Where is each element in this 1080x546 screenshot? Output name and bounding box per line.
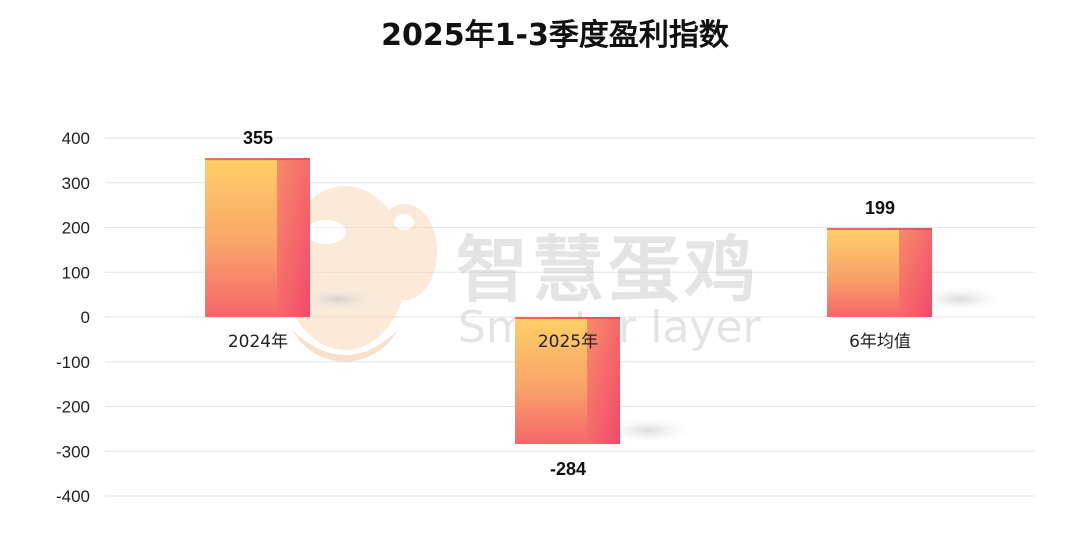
data-label: -284: [550, 459, 586, 479]
bar-side-face: [899, 227, 932, 317]
bar-shadow: [290, 285, 386, 313]
data-labels: 355 -284 199: [243, 128, 895, 479]
y-tick-label: -400: [56, 487, 90, 506]
x-category-label: 6年均值: [849, 332, 911, 352]
data-label: 199: [865, 198, 895, 218]
x-category-label: 2025年: [538, 332, 598, 352]
bar-2024年: [205, 158, 386, 317]
bar-top-edge: [515, 317, 620, 319]
bar-side-face: [587, 317, 620, 445]
bar-top-edge: [827, 227, 932, 230]
y-tick-label: -200: [56, 398, 90, 417]
y-tick-label: -300: [56, 442, 90, 461]
category-labels: 2024年 2025年 6年均值: [228, 332, 911, 352]
y-tick-label: 400: [62, 129, 90, 148]
data-label: 355: [243, 128, 273, 148]
x-category-label: 2024年: [228, 332, 288, 352]
watermark-text-cn: 智慧蛋鸡: [456, 228, 760, 312]
y-tick-label: -100: [56, 353, 90, 372]
bar-side-face: [277, 158, 310, 317]
y-axis-tick-labels: 400 300 200 100 0 -100 -200 -300 -400: [56, 129, 90, 506]
bar-top-edge: [205, 158, 310, 161]
y-tick-label: 200: [62, 219, 90, 238]
bar-shadow: [600, 416, 696, 445]
bar-shadow: [912, 285, 1008, 313]
bar-6年均值: [827, 227, 1008, 317]
bar-front-face: [205, 158, 277, 317]
y-tick-label: 300: [62, 174, 90, 193]
bar-front-face: [827, 227, 899, 317]
bar-2025年: [515, 317, 696, 445]
chart-title: 2025年1-3季度盈利指数: [381, 18, 730, 53]
y-tick-label: 0: [81, 308, 90, 327]
bar-front-face: [515, 317, 587, 445]
bars: [205, 158, 1008, 445]
y-tick-label: 100: [62, 263, 90, 282]
